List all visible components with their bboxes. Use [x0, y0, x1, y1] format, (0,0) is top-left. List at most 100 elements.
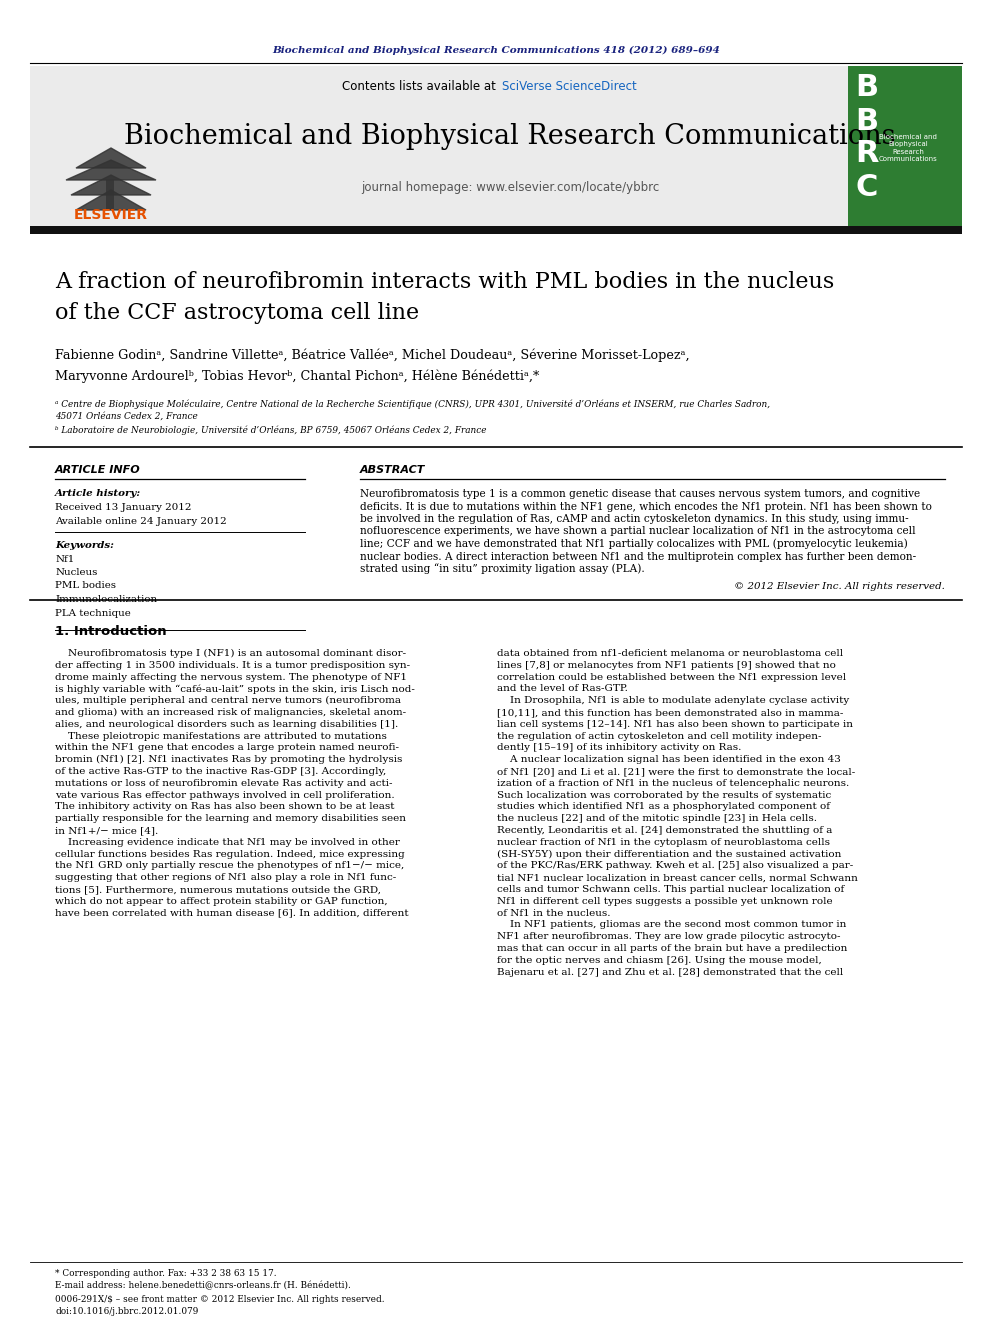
Text: ules, multiple peripheral and central nerve tumors (neurofibroma: ules, multiple peripheral and central ne…: [55, 696, 401, 705]
Text: Contents lists available at: Contents lists available at: [342, 81, 500, 94]
Text: PLA technique: PLA technique: [55, 609, 131, 618]
Text: bromin (Nf1) [2]. Nf1 inactivates Ras by promoting the hydrolysis: bromin (Nf1) [2]. Nf1 inactivates Ras by…: [55, 755, 403, 765]
Text: which do not appear to affect protein stability or GAP function,: which do not appear to affect protein st…: [55, 897, 388, 906]
Text: [10,11], and this function has been demonstrated also in mamma-: [10,11], and this function has been demo…: [497, 708, 843, 717]
Text: drome mainly affecting the nervous system. The phenotype of NF1: drome mainly affecting the nervous syste…: [55, 672, 407, 681]
Text: the nucleus [22] and of the mitotic spindle [23] in Hela cells.: the nucleus [22] and of the mitotic spin…: [497, 814, 817, 823]
Text: ARTICLE INFO: ARTICLE INFO: [55, 464, 141, 475]
Polygon shape: [71, 175, 151, 194]
Bar: [106, 180, 114, 210]
Bar: [30, 226, 962, 234]
Polygon shape: [76, 191, 146, 210]
Text: Keywords:: Keywords:: [55, 541, 114, 549]
Text: (SH-SY5Y) upon their differentiation and the sustained activation: (SH-SY5Y) upon their differentiation and…: [497, 849, 841, 859]
Text: in Nf1+/− mice [4].: in Nf1+/− mice [4].: [55, 826, 159, 835]
Text: PML bodies: PML bodies: [55, 582, 116, 590]
Text: and glioma) with an increased risk of malignancies, skeletal anom-: and glioma) with an increased risk of ma…: [55, 708, 406, 717]
Text: have been correlated with human disease [6]. In addition, different: have been correlated with human disease …: [55, 909, 409, 918]
Text: ABSTRACT: ABSTRACT: [360, 464, 426, 475]
Text: of Nf1 [20] and Li et al. [21] were the first to demonstrate the local-: of Nf1 [20] and Li et al. [21] were the …: [497, 767, 855, 777]
Text: lian cell systems [12–14]. Nf1 has also been shown to participate in: lian cell systems [12–14]. Nf1 has also …: [497, 720, 853, 729]
Text: Biochemical and Biophysical Research Communications 418 (2012) 689–694: Biochemical and Biophysical Research Com…: [272, 45, 720, 54]
Text: doi:10.1016/j.bbrc.2012.01.079: doi:10.1016/j.bbrc.2012.01.079: [55, 1307, 198, 1316]
Text: the regulation of actin cytoskeleton and cell motility indepen-: the regulation of actin cytoskeleton and…: [497, 732, 821, 741]
Text: Article history:: Article history:: [55, 490, 141, 499]
Text: tions [5]. Furthermore, numerous mutations outside the GRD,: tions [5]. Furthermore, numerous mutatio…: [55, 885, 381, 894]
Polygon shape: [76, 148, 146, 168]
Text: partially responsible for the learning and memory disabilities seen: partially responsible for the learning a…: [55, 814, 406, 823]
Text: ᵇ Laboratoire de Neurobiologie, Université d’Orléans, BP 6759, 45067 Orléans Ced: ᵇ Laboratoire de Neurobiologie, Universi…: [55, 425, 486, 435]
Text: deficits. It is due to mutations within the NF1 gene, which encodes the Nf1 prot: deficits. It is due to mutations within …: [360, 501, 931, 512]
Text: of the active Ras-GTP to the inactive Ras-GDP [3]. Accordingly,: of the active Ras-GTP to the inactive Ra…: [55, 767, 386, 777]
Text: within the NF1 gene that encodes a large protein named neurofi-: within the NF1 gene that encodes a large…: [55, 744, 399, 753]
Text: A fraction of neurofibromin interacts with PML bodies in the nucleus: A fraction of neurofibromin interacts wi…: [55, 271, 834, 292]
Text: nuclear fraction of Nf1 in the cytoplasm of neuroblastoma cells: nuclear fraction of Nf1 in the cytoplasm…: [497, 837, 830, 847]
Text: strated using “in situ” proximity ligation assay (PLA).: strated using “in situ” proximity ligati…: [360, 564, 645, 574]
Text: C: C: [856, 172, 878, 201]
Text: line; CCF and we have demonstrated that Nf1 partially colocalizes with PML (prom: line; CCF and we have demonstrated that …: [360, 538, 908, 549]
Text: of Nf1 in the nucleus.: of Nf1 in the nucleus.: [497, 909, 610, 918]
Text: nuclear bodies. A direct interaction between Nf1 and the multiprotein complex ha: nuclear bodies. A direct interaction bet…: [360, 552, 917, 561]
Text: A nuclear localization signal has been identified in the exon 43: A nuclear localization signal has been i…: [497, 755, 841, 765]
Text: Such localization was corroborated by the results of systematic: Such localization was corroborated by th…: [497, 791, 831, 799]
Text: Fabienne Godinᵃ, Sandrine Villetteᵃ, Béatrice Valléeᵃ, Michel Doudeauᵃ, Séverine: Fabienne Godinᵃ, Sandrine Villetteᵃ, Béa…: [55, 348, 689, 361]
Text: In Drosophila, Nf1 is able to modulate adenylate cyclase activity: In Drosophila, Nf1 is able to modulate a…: [497, 696, 849, 705]
Text: cells and tumor Schwann cells. This partial nuclear localization of: cells and tumor Schwann cells. This part…: [497, 885, 844, 894]
Text: R: R: [855, 139, 879, 168]
Text: B: B: [855, 106, 879, 135]
Text: of the PKC/Ras/ERK pathway. Kweh et al. [25] also visualized a par-: of the PKC/Ras/ERK pathway. Kweh et al. …: [497, 861, 853, 871]
Text: The inhibitory activity on Ras has also been shown to be at least: The inhibitory activity on Ras has also …: [55, 803, 395, 811]
Text: Neurofibromatosis type 1 is a common genetic disease that causes nervous system : Neurofibromatosis type 1 is a common gen…: [360, 490, 921, 499]
Bar: [35, 67, 187, 216]
Text: * Corresponding author. Fax: +33 2 38 63 15 17.: * Corresponding author. Fax: +33 2 38 63…: [55, 1270, 277, 1278]
Text: mas that can occur in all parts of the brain but have a predilection: mas that can occur in all parts of the b…: [497, 945, 847, 953]
Text: NF1 after neurofibromas. They are low grade pilocytic astrocyto-: NF1 after neurofibromas. They are low gr…: [497, 933, 840, 941]
Text: is highly variable with “café-au-lait” spots in the skin, iris Lisch nod-: is highly variable with “café-au-lait” s…: [55, 684, 415, 693]
Text: ᵃ Centre de Biophysique Moléculaire, Centre National de la Recherche Scientifiqu: ᵃ Centre de Biophysique Moléculaire, Cen…: [55, 400, 770, 409]
Text: ization of a fraction of Nf1 in the nucleus of telencephalic neurons.: ization of a fraction of Nf1 in the nucl…: [497, 779, 849, 787]
Text: vate various Ras effector pathways involved in cell proliferation.: vate various Ras effector pathways invol…: [55, 791, 395, 799]
Text: for the optic nerves and chiasm [26]. Using the mouse model,: for the optic nerves and chiasm [26]. Us…: [497, 955, 821, 964]
Text: studies which identified Nf1 as a phosphorylated component of: studies which identified Nf1 as a phosph…: [497, 803, 830, 811]
Polygon shape: [66, 160, 156, 180]
Text: the Nf1 GRD only partially rescue the phenotypes of nf1−/− mice,: the Nf1 GRD only partially rescue the ph…: [55, 861, 405, 871]
Text: der affecting 1 in 3500 individuals. It is a tumor predisposition syn-: der affecting 1 in 3500 individuals. It …: [55, 660, 410, 669]
Text: journal homepage: www.elsevier.com/locate/ybbrc: journal homepage: www.elsevier.com/locat…: [361, 181, 659, 194]
Text: Nf1 in different cell types suggests a possible yet unknown role: Nf1 in different cell types suggests a p…: [497, 897, 832, 906]
Text: Bajenaru et al. [27] and Zhu et al. [28] demonstrated that the cell: Bajenaru et al. [27] and Zhu et al. [28]…: [497, 967, 843, 976]
Bar: [848, 66, 962, 228]
Text: SciVerse ScienceDirect: SciVerse ScienceDirect: [502, 81, 637, 94]
Text: Nucleus: Nucleus: [55, 568, 97, 577]
Text: Available online 24 January 2012: Available online 24 January 2012: [55, 516, 227, 525]
Text: Biochemical and Biophysical Research Communications: Biochemical and Biophysical Research Com…: [124, 123, 896, 151]
Bar: [30, 66, 962, 228]
Text: In NF1 patients, gliomas are the second most common tumor in: In NF1 patients, gliomas are the second …: [497, 921, 846, 929]
Text: cellular functions besides Ras regulation. Indeed, mice expressing: cellular functions besides Ras regulatio…: [55, 849, 405, 859]
Text: 45071 Orléans Cedex 2, France: 45071 Orléans Cedex 2, France: [55, 411, 197, 421]
Text: Recently, Leondaritis et al. [24] demonstrated the shuttling of a: Recently, Leondaritis et al. [24] demons…: [497, 826, 832, 835]
Text: Neurofibromatosis type I (NF1) is an autosomal dominant disor-: Neurofibromatosis type I (NF1) is an aut…: [55, 650, 406, 658]
Text: mutations or loss of neurofibromin elevate Ras activity and acti-: mutations or loss of neurofibromin eleva…: [55, 779, 393, 787]
Text: lines [7,8] or melanocytes from NF1 patients [9] showed that no: lines [7,8] or melanocytes from NF1 pati…: [497, 660, 836, 669]
Text: Biochemical and
Biophysical
Research
Communications: Biochemical and Biophysical Research Com…: [879, 134, 937, 163]
Text: Nf1: Nf1: [55, 554, 74, 564]
Text: nofluorescence experiments, we have shown a partial nuclear localization of Nf1 : nofluorescence experiments, we have show…: [360, 527, 916, 537]
Text: 1. Introduction: 1. Introduction: [55, 624, 167, 638]
Text: Received 13 January 2012: Received 13 January 2012: [55, 504, 191, 512]
Text: dently [15–19] of its inhibitory activity on Ras.: dently [15–19] of its inhibitory activit…: [497, 744, 741, 753]
Text: be involved in the regulation of Ras, cAMP and actin cytoskeleton dynamics. In t: be involved in the regulation of Ras, cA…: [360, 515, 909, 524]
Text: Maryvonne Ardourelᵇ, Tobias Hevorᵇ, Chantal Pichonᵃ, Hélène Bénédettiᵃ,*: Maryvonne Ardourelᵇ, Tobias Hevorᵇ, Chan…: [55, 369, 540, 382]
Text: Increasing evidence indicate that Nf1 may be involved in other: Increasing evidence indicate that Nf1 ma…: [55, 837, 400, 847]
Text: data obtained from nf1-deficient melanoma or neuroblastoma cell: data obtained from nf1-deficient melanom…: [497, 650, 843, 658]
Text: 0006-291X/$ – see front matter © 2012 Elsevier Inc. All rights reserved.: 0006-291X/$ – see front matter © 2012 El…: [55, 1295, 385, 1304]
Text: suggesting that other regions of Nf1 also play a role in Nf1 func-: suggesting that other regions of Nf1 als…: [55, 873, 396, 882]
Text: B: B: [855, 74, 879, 102]
Text: Immunolocalization: Immunolocalization: [55, 595, 157, 605]
Text: © 2012 Elsevier Inc. All rights reserved.: © 2012 Elsevier Inc. All rights reserved…: [734, 582, 945, 591]
Text: alies, and neurological disorders such as learning disabilities [1].: alies, and neurological disorders such a…: [55, 720, 398, 729]
Text: E-mail address: helene.benedetti@cnrs-orleans.fr (H. Bénédetti).: E-mail address: helene.benedetti@cnrs-or…: [55, 1282, 351, 1291]
Text: correlation could be established between the Nf1 expression level: correlation could be established between…: [497, 672, 846, 681]
Text: tial NF1 nuclear localization in breast cancer cells, normal Schwann: tial NF1 nuclear localization in breast …: [497, 873, 858, 882]
Text: and the level of Ras-GTP.: and the level of Ras-GTP.: [497, 684, 628, 693]
Text: of the CCF astrocytoma cell line: of the CCF astrocytoma cell line: [55, 302, 420, 324]
